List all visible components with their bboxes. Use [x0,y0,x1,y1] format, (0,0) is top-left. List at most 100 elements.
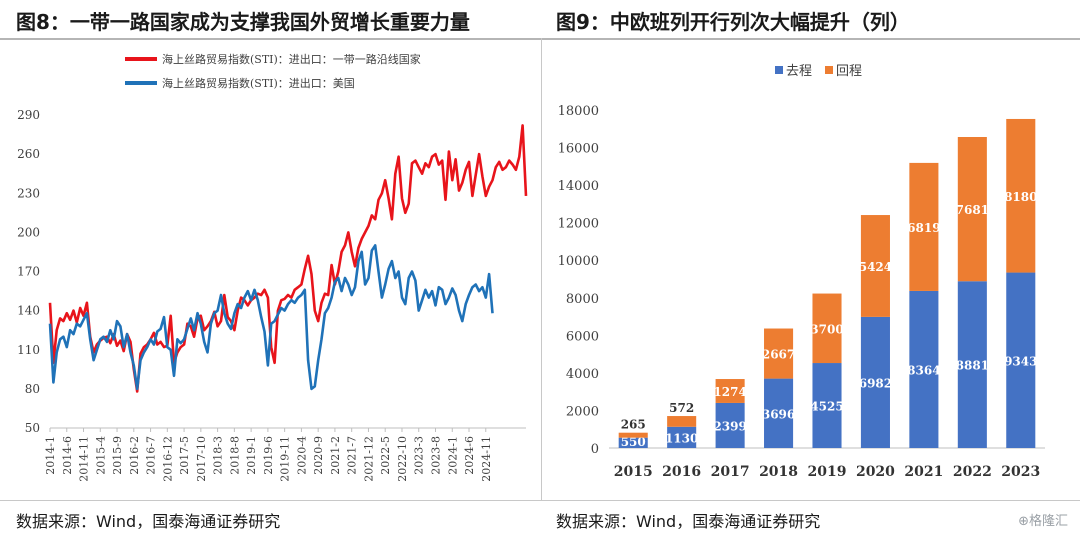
series-line-2 [48,244,494,391]
data-label: 1130 [665,431,698,445]
legend-swatch-1 [775,66,783,74]
data-label: 6982 [859,376,892,390]
line-chart: 50 80 110 140 170 200 230 260 290 2014-1 2014-6 201… [17,52,528,482]
data-label: 6819 [907,221,940,235]
legend-label-2: 海上丝路贸易指数(STI)：进出口：美国 [162,76,355,90]
data-label: 4525 [810,400,843,414]
bar-return [667,416,697,427]
y-tick-label: 6000 [566,329,599,344]
x-tick-label: 2021-7 [346,436,359,475]
x-tick-label: 2022-10 [396,436,409,482]
x-tick-label: 2016-7 [145,436,158,475]
y-tick-label: 140 [17,304,40,318]
bar-return [618,432,648,438]
legend-swatch-2 [825,66,833,74]
x-tick-label: 2024-6 [463,436,476,475]
x-tick-label: 2017 [711,464,750,480]
x-tick-label: 2024-11 [480,436,493,482]
y-tick-label: 8000 [566,292,599,307]
x-tick-label: 2019 [808,464,847,480]
left-figure-title: 图8：一带一路国家成为支撑我国外贸增长重要力量 [16,10,470,34]
x-tick-label: 2014-6 [61,436,74,475]
x-tick-label: 2019-1 [245,436,258,475]
x-tick-label: 2023 [1001,464,1040,480]
x-tick-label: 2015-9 [111,436,124,475]
x-tick-label: 2020-9 [312,436,325,475]
x-tick-label: 2017-5 [178,436,191,475]
x-tick-label: 2016-12 [161,436,174,482]
series-line-1 [48,124,528,393]
x-tick-label: 2022 [953,464,992,480]
x-tick-label: 2020-4 [295,436,308,475]
x-tick-label: 2015-4 [94,436,107,475]
y-tick-label: 0 [591,442,599,457]
x-tick-label: 2021-2 [329,436,342,475]
y-tick-label: 12000 [558,217,599,232]
x-tick-label: 2014-11 [78,436,91,482]
bar-return [957,137,987,282]
bar-outbound [715,402,745,448]
data-label: 3696 [762,407,795,421]
x-tick-label: 2018 [759,464,798,480]
bottom-rule [0,500,1080,501]
bar-outbound [667,426,697,448]
x-tick-label: 2023-3 [413,436,426,475]
data-label: 1274 [713,385,746,399]
x-tick-label: 2016-2 [128,436,141,475]
y-tick-label: 260 [17,147,40,161]
x-tick-label: 2014-1 [44,436,57,475]
data-label: 8364 [907,363,940,377]
x-tick-label: 2019-11 [279,436,292,482]
legend-label-1: 海上丝路贸易指数(STI)：进出口：一带一路沿线国家 [162,52,421,66]
bar-outbound [957,281,987,448]
data-label: 572 [669,401,694,415]
x-tick-label: 2017-10 [195,436,208,482]
x-tick-label: 2023-8 [429,436,442,475]
y-tick-label: 200 [17,225,40,239]
y-tick-label: 170 [17,265,40,279]
bar-outbound [812,363,842,448]
data-label: 8180 [1004,190,1037,204]
x-tick-label: 2021-12 [362,436,375,482]
y-tick-label: 230 [17,186,40,200]
y-tick-label: 80 [25,382,40,396]
right-source-note: 数据来源：Wind，国泰海通证券研究 [556,512,821,531]
left-source-note: 数据来源：Wind，国泰海通证券研究 [16,512,281,531]
y-tick-label: 4000 [566,367,599,382]
x-tick-label: 2020 [856,464,895,480]
bar-outbound [618,437,648,448]
data-label: 265 [621,418,646,432]
title-bar: 图8：一带一路国家成为支撑我国外贸增长重要力量 图9：中欧班列开行列次大幅提升（… [0,0,1080,40]
bar-outbound [764,378,794,448]
x-tick-label: 2018-3 [212,436,225,475]
bar-return [812,293,842,364]
data-label: 550 [621,435,646,449]
data-label: 5424 [859,260,892,274]
legend-label-1: 去程 [786,64,812,79]
x-tick-label: 2021 [904,464,943,480]
bar-return [909,162,939,291]
bar-outbound [909,290,939,448]
bar-chart: 0 2000 4000 6000 8000 10000 12000 14000 16000 180… [558,64,1045,480]
y-tick-label: 2000 [566,404,599,419]
x-tick-label: 2022-5 [379,436,392,475]
y-tick-label: 290 [17,108,40,122]
bar-return [764,328,794,379]
data-label: 9343 [1004,354,1037,368]
x-tick-label: 2016 [662,464,701,480]
y-tick-label: 10000 [558,254,599,269]
y-tick-label: 16000 [558,142,599,157]
right-figure-title: 图9：中欧班列开行列次大幅提升（列） [556,10,910,34]
data-label: 2667 [762,348,795,362]
watermark-logo: ⊕格隆汇 [1018,514,1068,529]
panel-divider [541,38,542,500]
x-tick-label: 2018-8 [228,436,241,475]
bar-return [860,215,890,317]
data-label: 8881 [956,359,989,373]
y-tick-label: 14000 [558,179,599,194]
data-label: 7681 [956,203,989,217]
y-tick-label: 18000 [558,104,599,119]
legend-label-2: 回程 [836,64,862,79]
x-tick-label: 2015 [614,464,653,480]
bar-return [715,379,745,403]
